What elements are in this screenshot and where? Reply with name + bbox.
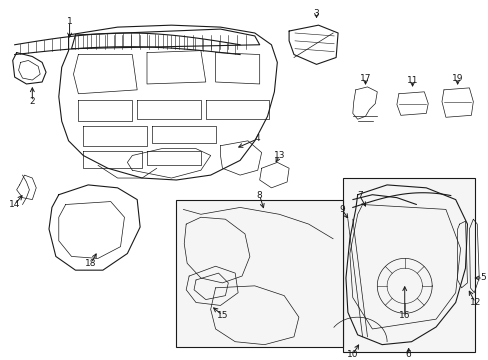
Text: 15: 15 bbox=[216, 311, 228, 320]
Text: 18: 18 bbox=[85, 259, 97, 268]
Text: 16: 16 bbox=[398, 311, 409, 320]
Text: 9: 9 bbox=[339, 205, 344, 214]
Text: 3: 3 bbox=[313, 9, 319, 18]
Text: 11: 11 bbox=[406, 76, 417, 85]
Text: 4: 4 bbox=[254, 134, 260, 143]
Text: 5: 5 bbox=[479, 274, 485, 283]
Text: 17: 17 bbox=[359, 73, 370, 82]
Text: 7: 7 bbox=[356, 191, 362, 200]
Bar bbox=[342, 178, 474, 351]
Text: 14: 14 bbox=[9, 200, 20, 209]
Text: 8: 8 bbox=[256, 191, 262, 200]
Text: 12: 12 bbox=[468, 298, 480, 307]
Text: 13: 13 bbox=[273, 151, 285, 160]
Text: 2: 2 bbox=[29, 97, 35, 106]
Text: 1: 1 bbox=[66, 17, 72, 26]
Text: 6: 6 bbox=[405, 350, 411, 359]
Text: 19: 19 bbox=[451, 73, 463, 82]
Text: 10: 10 bbox=[346, 350, 358, 359]
Bar bbox=[176, 199, 342, 347]
